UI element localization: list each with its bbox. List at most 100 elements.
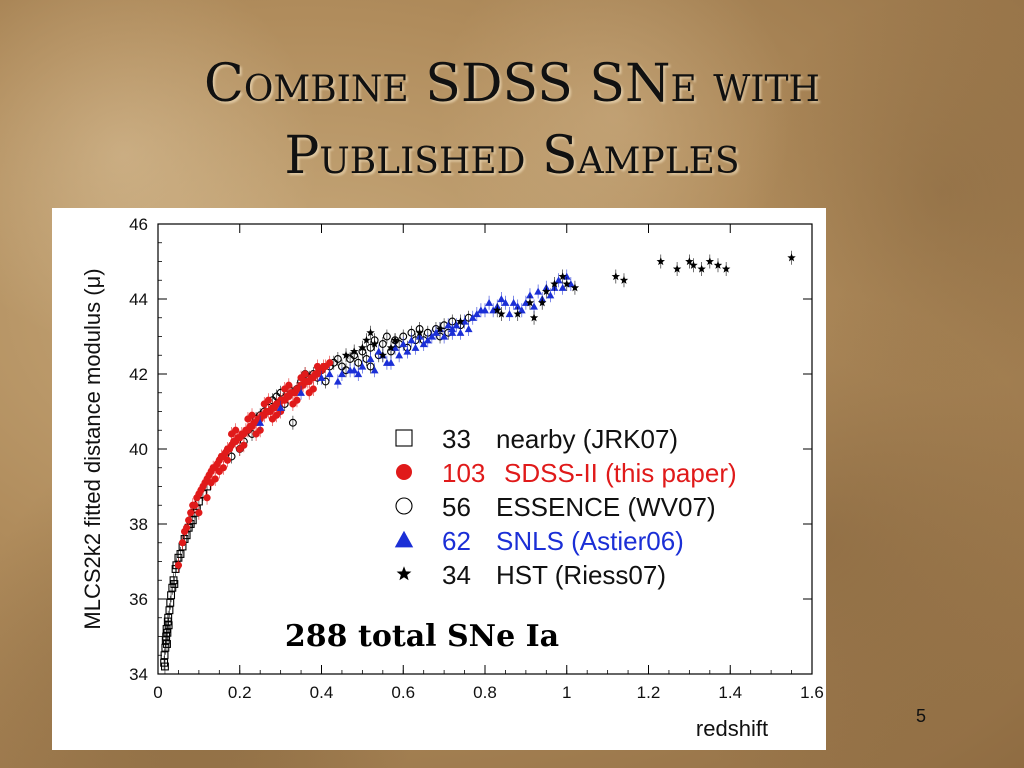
data-point <box>407 336 416 344</box>
data-point <box>468 313 477 321</box>
data-point <box>350 366 359 374</box>
data-point <box>497 309 506 318</box>
chart-panel: 0 0.2 0.4 0.6 0.8 1 1.2 1.4 1.6 34 36 38 40 42 44 46 red… <box>52 208 826 750</box>
data-point <box>366 355 375 363</box>
data-point <box>195 509 203 517</box>
data-point <box>432 328 440 336</box>
data-point <box>191 501 199 509</box>
data-point <box>207 479 215 487</box>
x-tick-label: 0.2 <box>228 683 252 702</box>
data-point <box>689 260 698 269</box>
y-tick-label: 40 <box>129 440 148 459</box>
data-point <box>546 291 555 299</box>
data-point <box>333 377 342 385</box>
y-axis-title: MLCS2k2 fitted distance modulus (μ) <box>80 268 105 629</box>
data-point <box>326 359 334 367</box>
data-point <box>163 640 171 648</box>
data-point <box>542 287 551 296</box>
data-point <box>391 343 399 351</box>
data-point <box>297 374 305 382</box>
data-point <box>705 257 715 266</box>
chart-annotation: 288 total SNe Ia <box>285 619 559 654</box>
legend-marker-4 <box>396 566 412 581</box>
data-point <box>513 302 522 310</box>
chart-legend: 33 nearby (JRK07) 103 SDSS-II (this paper) 5… <box>394 424 737 590</box>
data-point <box>529 313 539 322</box>
data-point <box>390 335 400 344</box>
data-point <box>350 347 359 356</box>
data-point <box>452 321 461 329</box>
x-axis-title: redshift <box>696 716 768 741</box>
data-point <box>297 388 305 396</box>
slide-title-line2: Published Samples <box>284 126 740 186</box>
data-point <box>485 298 493 306</box>
data-point <box>370 366 379 374</box>
data-point <box>313 362 322 371</box>
data-point <box>399 340 408 348</box>
data-point <box>440 332 449 340</box>
legend-label-3: SNLS (Astier06) <box>496 526 684 556</box>
data-point <box>570 283 580 292</box>
data-point <box>489 306 498 314</box>
data-point <box>281 385 289 393</box>
data-point <box>464 325 473 333</box>
data-point <box>382 358 391 366</box>
data-point <box>697 264 706 273</box>
data-point <box>656 257 665 266</box>
data-point <box>525 298 535 307</box>
data-point <box>685 257 694 266</box>
x-tick-label: 1.6 <box>800 683 824 702</box>
data-point <box>395 351 404 359</box>
series-3 <box>256 269 575 430</box>
data-point <box>472 310 481 318</box>
legend-count-3: 62 <box>442 526 471 556</box>
data-point <box>170 580 179 588</box>
data-point <box>382 332 391 341</box>
data-point <box>164 613 173 622</box>
slide-number: 5 <box>916 706 927 726</box>
data-point <box>305 389 313 397</box>
data-point <box>562 272 571 280</box>
data-point <box>554 276 563 284</box>
data-point <box>530 302 538 310</box>
data-point <box>176 550 185 558</box>
legend-marker-3 <box>394 530 414 548</box>
data-point <box>366 343 375 352</box>
x-tick-label: 1 <box>562 683 571 702</box>
data-point <box>456 328 465 336</box>
data-point <box>321 377 330 386</box>
data-point <box>477 306 485 314</box>
y-tick-label: 44 <box>129 290 148 309</box>
data-point <box>203 494 211 502</box>
data-point <box>403 347 412 355</box>
legend-marker-2 <box>395 497 413 515</box>
legend-count-4: 34 <box>442 560 471 590</box>
data-point <box>423 336 432 344</box>
data-point <box>521 298 530 306</box>
data-point <box>501 298 510 306</box>
slide-title: Combine SDSS SNe with Published Samples <box>0 48 1024 192</box>
x-tick-label: 1.2 <box>637 683 661 702</box>
data-point <box>386 343 396 352</box>
data-point <box>713 260 723 269</box>
chart-points <box>160 250 796 674</box>
data-point <box>509 298 518 306</box>
data-point <box>672 264 682 273</box>
data-point <box>358 362 367 370</box>
data-point <box>374 347 383 355</box>
data-point <box>256 418 265 426</box>
y-tick-label: 38 <box>129 515 148 534</box>
data-point <box>354 358 363 367</box>
x-tick-label: 0 <box>153 683 162 702</box>
data-point <box>427 332 436 340</box>
series-1 <box>174 355 334 573</box>
data-point <box>165 606 174 615</box>
data-point <box>411 343 420 351</box>
data-point <box>215 467 223 476</box>
data-point <box>378 340 387 348</box>
data-point <box>223 456 232 464</box>
data-point <box>338 370 346 378</box>
data-point <box>178 539 187 547</box>
series-0 <box>160 479 211 674</box>
x-tick-label: 0.6 <box>391 683 415 702</box>
